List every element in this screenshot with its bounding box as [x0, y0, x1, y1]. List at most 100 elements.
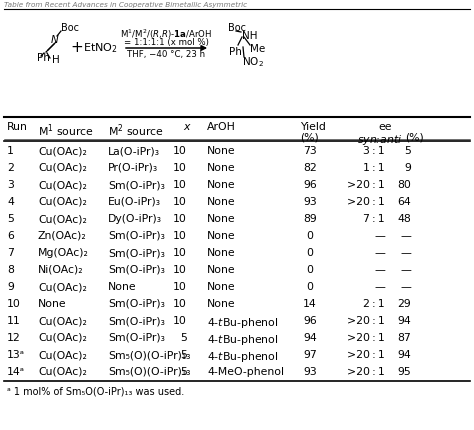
Text: None: None [207, 146, 236, 156]
Text: Cu(OAc)₂: Cu(OAc)₂ [38, 367, 87, 377]
Text: 5: 5 [180, 367, 187, 377]
Text: 6: 6 [7, 231, 14, 241]
Text: 64: 64 [397, 197, 411, 207]
Text: 10: 10 [173, 316, 187, 326]
Text: Cu(OAc)₂: Cu(OAc)₂ [38, 282, 87, 292]
Text: 5: 5 [180, 333, 187, 343]
Text: 10: 10 [173, 197, 187, 207]
Text: Sm(O-iPr)₃: Sm(O-iPr)₃ [108, 248, 165, 258]
Text: 12: 12 [7, 333, 21, 343]
Text: 5: 5 [7, 214, 14, 224]
Text: —: — [400, 282, 411, 292]
Text: La(O-iPr)₃: La(O-iPr)₃ [108, 146, 160, 156]
Text: 10: 10 [7, 299, 21, 309]
Text: Boc: Boc [61, 23, 79, 33]
Text: >20 : 1: >20 : 1 [347, 350, 385, 360]
Text: 10: 10 [173, 214, 187, 224]
Text: 0: 0 [307, 265, 313, 275]
Text: 80: 80 [397, 180, 411, 190]
Text: 10: 10 [173, 265, 187, 275]
Text: ArOH: ArOH [207, 122, 236, 132]
Text: 10: 10 [173, 146, 187, 156]
Text: Cu(OAc)₂: Cu(OAc)₂ [38, 180, 87, 190]
Text: Sm₅(O)(O-iPr)₁₃: Sm₅(O)(O-iPr)₁₃ [108, 367, 191, 377]
Text: Eu(O-iPr)₃: Eu(O-iPr)₃ [108, 197, 161, 207]
Text: 97: 97 [303, 350, 317, 360]
Text: —: — [374, 248, 385, 258]
Text: M$^1$ source: M$^1$ source [38, 122, 94, 138]
Text: None: None [207, 282, 236, 292]
Text: >20 : 1: >20 : 1 [347, 367, 385, 377]
Text: 1 : 1: 1 : 1 [364, 163, 385, 173]
Text: Me: Me [250, 44, 265, 54]
Text: Cu(OAc)₂: Cu(OAc)₂ [38, 197, 87, 207]
Text: ᵃ 1 mol% of Sm₅O(O-iPr)₁₃ was used.: ᵃ 1 mol% of Sm₅O(O-iPr)₁₃ was used. [7, 387, 184, 397]
Text: 5: 5 [404, 146, 411, 156]
Text: 93: 93 [303, 367, 317, 377]
Text: None: None [207, 163, 236, 173]
Text: 94: 94 [303, 333, 317, 343]
Text: 94: 94 [397, 350, 411, 360]
Text: 2 : 1: 2 : 1 [364, 299, 385, 309]
Text: 96: 96 [303, 180, 317, 190]
Text: None: None [207, 180, 236, 190]
Text: (%): (%) [405, 133, 424, 143]
Text: Table from Recent Advances in Cooperative Bimetallic Asymmetric: Table from Recent Advances in Cooperativ… [4, 2, 247, 8]
Text: ee: ee [378, 122, 392, 132]
Text: None: None [108, 282, 137, 292]
Text: Ph: Ph [229, 47, 242, 57]
Text: M$^1$/M$^2$/($R$,$R$)-$\mathbf{1a}$/ArOH: M$^1$/M$^2$/($R$,$R$)-$\mathbf{1a}$/ArOH [120, 27, 213, 41]
Text: 4-MeO-phenol: 4-MeO-phenol [207, 367, 284, 377]
Text: 4: 4 [7, 197, 14, 207]
Text: 2: 2 [7, 163, 14, 173]
Text: Sm(O-iPr)₃: Sm(O-iPr)₃ [108, 180, 165, 190]
Text: 4-$t$Bu-phenol: 4-$t$Bu-phenol [207, 316, 278, 330]
Text: 87: 87 [397, 333, 411, 343]
Text: >20 : 1: >20 : 1 [347, 197, 385, 207]
Text: 5: 5 [180, 350, 187, 360]
Text: 48: 48 [397, 214, 411, 224]
Text: Mg(OAc)₂: Mg(OAc)₂ [38, 248, 89, 258]
Text: Cu(OAc)₂: Cu(OAc)₂ [38, 146, 87, 156]
Text: 73: 73 [303, 146, 317, 156]
Text: 0: 0 [307, 248, 313, 258]
Text: = 1:1:1:1 (x mol %): = 1:1:1:1 (x mol %) [124, 39, 209, 47]
Text: H: H [52, 55, 60, 65]
Text: —: — [400, 248, 411, 258]
Text: 3 : 1: 3 : 1 [364, 146, 385, 156]
Text: $x$: $x$ [182, 122, 191, 132]
Text: 10: 10 [173, 282, 187, 292]
Text: Pr(O-iPr)₃: Pr(O-iPr)₃ [108, 163, 158, 173]
Text: 14ᵃ: 14ᵃ [7, 367, 25, 377]
Text: Sm(O-iPr)₃: Sm(O-iPr)₃ [108, 333, 165, 343]
Text: 9: 9 [404, 163, 411, 173]
Text: 10: 10 [173, 248, 187, 258]
Text: None: None [207, 214, 236, 224]
Text: $syn$:$anti$: $syn$:$anti$ [357, 133, 402, 147]
Text: 1: 1 [7, 146, 14, 156]
Text: (%): (%) [300, 133, 319, 143]
Text: None: None [207, 231, 236, 241]
Text: Cu(OAc)₂: Cu(OAc)₂ [38, 350, 87, 360]
Text: 14: 14 [303, 299, 317, 309]
Text: N: N [51, 35, 59, 45]
Text: Dy(O-iPr)₃: Dy(O-iPr)₃ [108, 214, 162, 224]
Text: Cu(OAc)₂: Cu(OAc)₂ [38, 333, 87, 343]
Text: 89: 89 [303, 214, 317, 224]
Text: Yield: Yield [300, 122, 326, 132]
Text: —: — [374, 265, 385, 275]
Text: —: — [374, 282, 385, 292]
Text: 13ᵃ: 13ᵃ [7, 350, 25, 360]
Text: 8: 8 [7, 265, 14, 275]
Text: None: None [207, 197, 236, 207]
Text: 10: 10 [173, 231, 187, 241]
Text: THF, −40 °C, 23 h: THF, −40 °C, 23 h [128, 50, 206, 59]
Text: Sm(O-iPr)₃: Sm(O-iPr)₃ [108, 316, 165, 326]
Text: None: None [207, 265, 236, 275]
Text: 82: 82 [303, 163, 317, 173]
Text: 0: 0 [307, 282, 313, 292]
Text: None: None [207, 299, 236, 309]
Text: —: — [400, 231, 411, 241]
Text: —: — [374, 231, 385, 241]
Text: 95: 95 [397, 367, 411, 377]
